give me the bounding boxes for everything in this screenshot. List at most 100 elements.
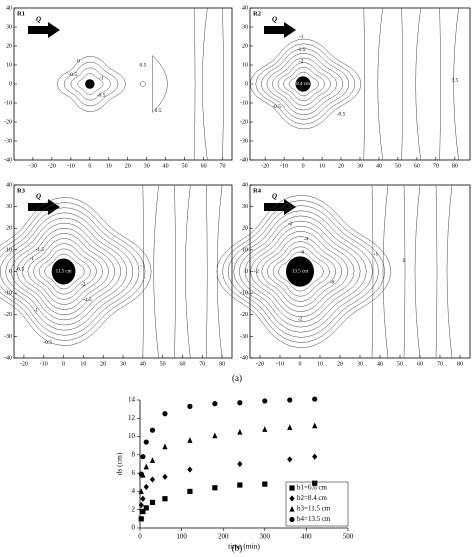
- contour-label: -2: [81, 282, 86, 288]
- x-tick-label: 30: [357, 361, 363, 367]
- legend-label: b1=6.6 cm: [297, 484, 328, 492]
- y-tick-label: -30: [4, 138, 12, 144]
- y-tick-label: 0: [9, 81, 12, 87]
- contour-line: [222, 7, 224, 161]
- contour-line: [152, 54, 168, 114]
- contour-line: [174, 184, 176, 359]
- x-tick-label: 30: [120, 361, 126, 367]
- figure-label: (b): [232, 543, 243, 553]
- contour-line: [10, 222, 122, 321]
- y-tick-label: 30: [242, 204, 248, 210]
- marker: [187, 437, 193, 443]
- contour-line: [205, 184, 208, 359]
- marker: [138, 516, 144, 522]
- x-tick-label: 30: [357, 163, 363, 169]
- x-tick-label: 20: [337, 361, 343, 367]
- contour-label: -0.5: [68, 72, 77, 78]
- contour-line: [27, 238, 103, 305]
- pile: [51, 258, 76, 285]
- contour-label: -2: [288, 221, 293, 227]
- x-tick-label: -20: [256, 361, 264, 367]
- x-tick-label: 40: [377, 361, 383, 367]
- legend-label: b2=8.4 cm: [297, 494, 328, 502]
- x-tick-label: -10: [276, 361, 284, 367]
- marker: [138, 488, 144, 495]
- panel-title: R2: [253, 10, 261, 17]
- legend-label: b4=13.5 cm: [297, 515, 331, 523]
- y-tick-label: -40: [4, 355, 12, 361]
- marker: [140, 495, 146, 502]
- contour-line: [403, 184, 406, 359]
- x-tick-label: 70: [199, 361, 205, 367]
- marker: [212, 432, 218, 439]
- marker: [162, 443, 168, 450]
- flow-arrow: [264, 22, 296, 38]
- contour-label: 0.5: [155, 108, 162, 114]
- y-tick-label: 20: [242, 226, 248, 232]
- legend-marker: [289, 516, 295, 523]
- x-tick-label: 500: [343, 533, 354, 541]
- contour-line: [382, 184, 389, 359]
- x-tick-label: -30: [29, 163, 37, 169]
- y-tick-label: 40: [6, 182, 12, 188]
- contour-label: -1: [30, 256, 35, 262]
- marker: [287, 424, 293, 431]
- marker: [140, 454, 146, 460]
- y-tick-label: 10: [242, 62, 248, 68]
- y-tick-label: 0: [245, 269, 248, 275]
- contour-label: -4: [304, 236, 309, 242]
- contour-line: [0, 197, 152, 346]
- marker: [149, 476, 156, 483]
- marker: [162, 411, 168, 417]
- contour-line: [0, 212, 134, 331]
- x-tick-label: 20: [100, 361, 106, 367]
- contour-line: [288, 71, 319, 97]
- y-tick-label: 40: [6, 5, 12, 11]
- contour-line: [153, 184, 159, 359]
- contour-line: [185, 184, 191, 359]
- marker: [149, 457, 156, 463]
- x-tick-label: 50: [397, 361, 403, 367]
- contour-line: [216, 184, 223, 359]
- contour-label: -0.5: [16, 267, 25, 273]
- y-tick-label: 2: [132, 505, 136, 513]
- y-tick-label: -30: [240, 334, 248, 340]
- y-tick-label: 20: [6, 226, 12, 232]
- y-tick-label: -40: [4, 157, 12, 163]
- contour-label: -1.5: [35, 247, 44, 253]
- x-tick-label: 50: [182, 163, 188, 169]
- marker: [143, 439, 149, 445]
- marker: [149, 499, 156, 505]
- marker: [312, 453, 318, 460]
- contour-line: [415, 7, 421, 161]
- panel-title: R4: [253, 187, 262, 194]
- marker: [287, 397, 293, 403]
- y-tick-label: 8: [132, 450, 136, 458]
- y-tick-label: 10: [128, 432, 136, 440]
- contour-label: 0: [77, 58, 80, 64]
- x-tick-label: 0: [138, 533, 142, 541]
- marker: [162, 473, 168, 480]
- contour-label: -6: [330, 280, 335, 286]
- x-tick-label: 10: [80, 361, 86, 367]
- contour-line: [0, 202, 146, 341]
- contour-line: [38, 248, 91, 295]
- marker: [237, 400, 243, 406]
- y-tick-label: 0: [245, 81, 248, 87]
- y-tick-label: 30: [6, 204, 12, 210]
- marker: [138, 502, 144, 509]
- contour-label: -1: [299, 34, 304, 40]
- legend-label: b3=11.5 cm: [297, 505, 331, 513]
- contour-line: [142, 184, 145, 359]
- contour-line: [44, 253, 85, 290]
- marker: [138, 471, 144, 477]
- y-tick-label: -20: [4, 312, 12, 318]
- x-tick-label: 0: [299, 361, 302, 367]
- contour-label: -6: [300, 249, 305, 255]
- x-tick-label: 10: [317, 361, 323, 367]
- x-tick-label: 50: [160, 361, 166, 367]
- panel-title: R1: [17, 10, 25, 17]
- contour-line: [250, 225, 355, 318]
- y-tick-label: 10: [6, 62, 12, 68]
